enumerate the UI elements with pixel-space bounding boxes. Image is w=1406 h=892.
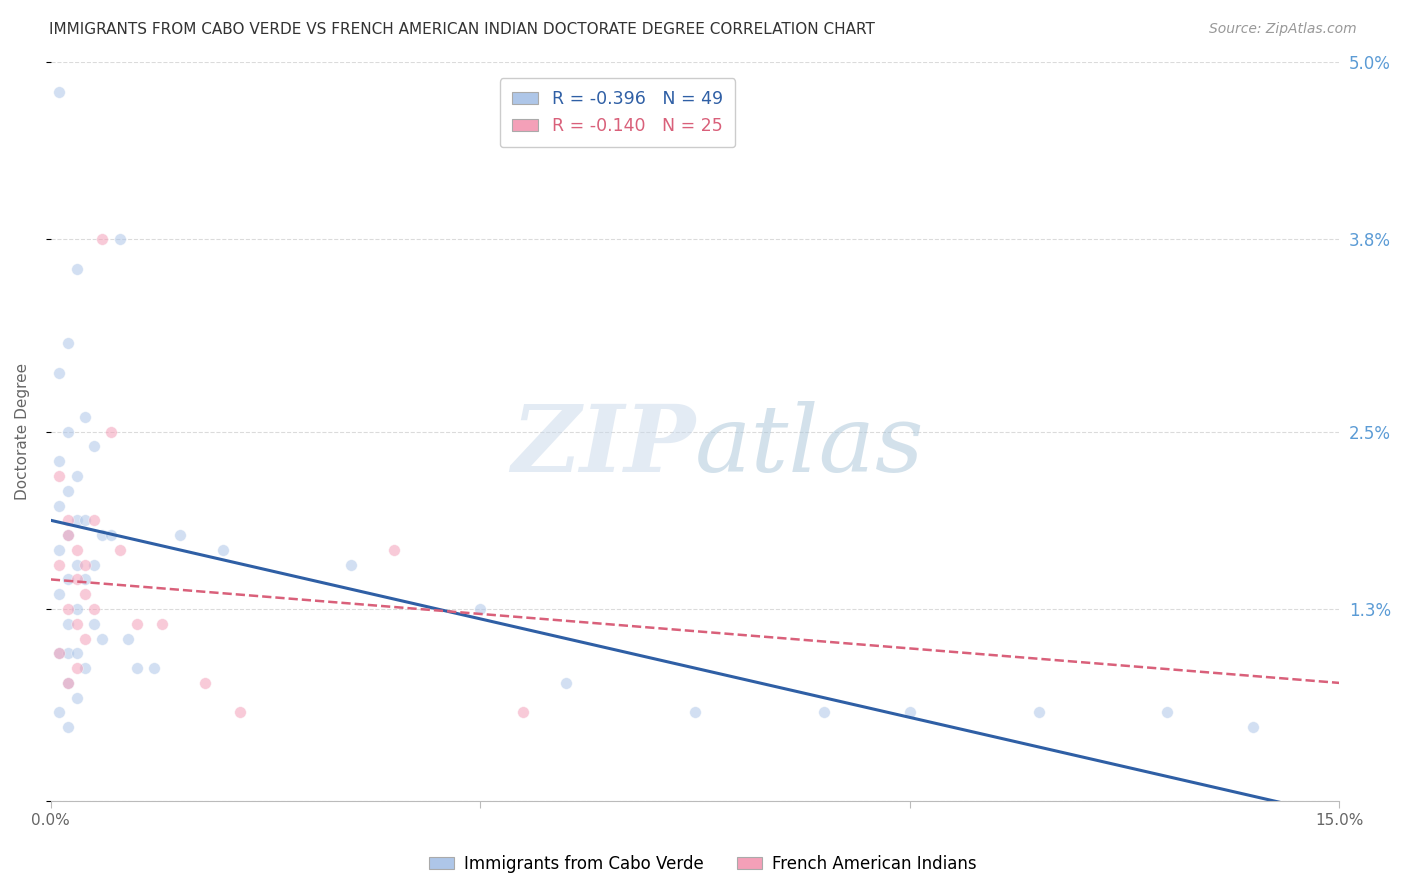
Point xyxy=(108,542,131,557)
Point xyxy=(683,706,706,720)
Point xyxy=(898,706,921,720)
Point xyxy=(211,542,233,557)
Point xyxy=(48,558,70,572)
Point xyxy=(48,646,70,660)
Point xyxy=(75,661,97,675)
Point xyxy=(169,528,191,542)
Point xyxy=(65,469,87,483)
Point xyxy=(470,602,492,616)
Point xyxy=(65,513,87,527)
Point xyxy=(56,335,79,350)
Point xyxy=(48,499,70,513)
Point xyxy=(108,232,131,246)
Y-axis label: Doctorate Degree: Doctorate Degree xyxy=(15,363,30,500)
Point xyxy=(48,587,70,601)
Point xyxy=(194,676,217,690)
Point xyxy=(75,409,97,424)
Point xyxy=(48,469,70,483)
Point xyxy=(142,661,165,675)
Point xyxy=(48,706,70,720)
Point xyxy=(125,616,148,631)
Point xyxy=(65,542,87,557)
Point xyxy=(75,587,97,601)
Point xyxy=(56,616,79,631)
Point xyxy=(48,85,70,99)
Point xyxy=(65,616,87,631)
Point xyxy=(100,425,122,439)
Point xyxy=(340,558,363,572)
Point xyxy=(83,602,105,616)
Point xyxy=(91,232,114,246)
Point xyxy=(65,661,87,675)
Point xyxy=(83,558,105,572)
Point xyxy=(56,676,79,690)
Point xyxy=(75,573,97,587)
Legend: Immigrants from Cabo Verde, French American Indians: Immigrants from Cabo Verde, French Ameri… xyxy=(422,848,984,880)
Point xyxy=(56,528,79,542)
Point xyxy=(75,513,97,527)
Point xyxy=(56,646,79,660)
Point xyxy=(56,573,79,587)
Point xyxy=(91,528,114,542)
Point xyxy=(512,706,534,720)
Point xyxy=(56,676,79,690)
Text: IMMIGRANTS FROM CABO VERDE VS FRENCH AMERICAN INDIAN DOCTORATE DEGREE CORRELATIO: IMMIGRANTS FROM CABO VERDE VS FRENCH AME… xyxy=(49,22,875,37)
Point xyxy=(384,542,406,557)
Point xyxy=(65,602,87,616)
Point xyxy=(56,483,79,498)
Point xyxy=(65,690,87,705)
Text: atlas: atlas xyxy=(695,401,925,491)
Point xyxy=(125,661,148,675)
Point xyxy=(1156,706,1178,720)
Point xyxy=(1028,706,1050,720)
Point xyxy=(65,558,87,572)
Point xyxy=(555,676,578,690)
Point xyxy=(56,528,79,542)
Point xyxy=(152,616,174,631)
Point xyxy=(117,632,139,646)
Point xyxy=(48,366,70,380)
Point xyxy=(65,262,87,277)
Point xyxy=(56,513,79,527)
Point xyxy=(83,439,105,453)
Point xyxy=(229,706,252,720)
Point xyxy=(56,425,79,439)
Point xyxy=(813,706,835,720)
Point xyxy=(91,632,114,646)
Point xyxy=(75,632,97,646)
Text: Source: ZipAtlas.com: Source: ZipAtlas.com xyxy=(1209,22,1357,37)
Text: ZIP: ZIP xyxy=(510,401,695,491)
Point xyxy=(83,616,105,631)
Point xyxy=(100,528,122,542)
Point xyxy=(65,573,87,587)
Point xyxy=(56,602,79,616)
Point xyxy=(48,646,70,660)
Point xyxy=(65,646,87,660)
Point xyxy=(75,558,97,572)
Point xyxy=(1241,720,1264,734)
Point xyxy=(83,513,105,527)
Point xyxy=(48,542,70,557)
Point xyxy=(48,454,70,468)
Point xyxy=(56,720,79,734)
Legend: R = -0.396   N = 49, R = -0.140   N = 25: R = -0.396 N = 49, R = -0.140 N = 25 xyxy=(501,78,735,147)
